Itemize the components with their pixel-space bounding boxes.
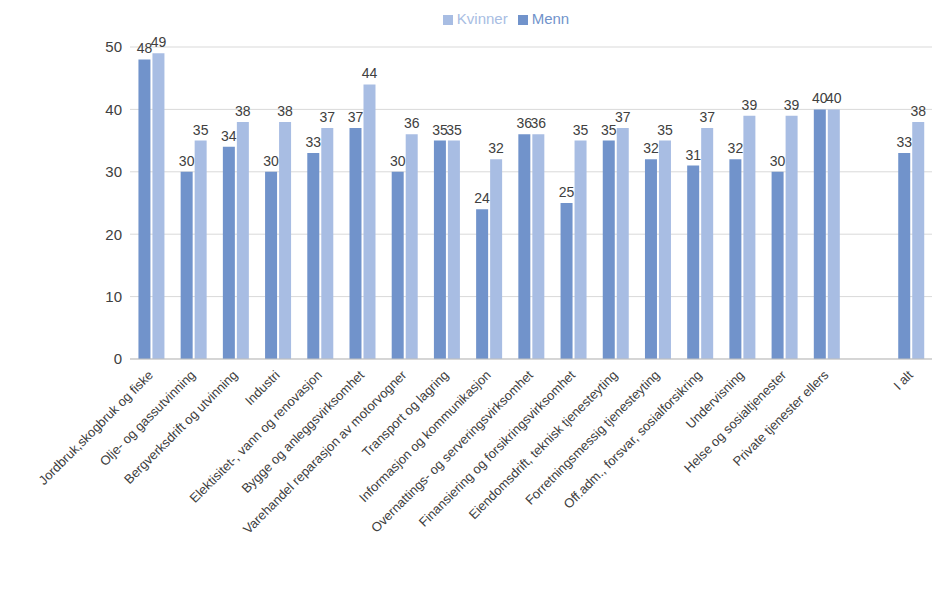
svg-text:24: 24 [474,190,490,206]
svg-text:Overnattings- og serveringsvir: Overnattings- og serveringsvirksomhet [368,367,536,535]
svg-text:36: 36 [404,115,420,131]
svg-text:36: 36 [531,115,547,131]
svg-text:Undervisning: Undervisning [682,367,747,432]
svg-text:36: 36 [516,115,533,132]
svg-text:25: 25 [559,184,575,200]
svg-text:32: 32 [728,140,744,156]
svg-text:Finansiering og forsikringsvir: Finansiering og forsikringsvirksomhet [416,367,579,530]
svg-text:Elektisitet-, vann og renovasj: Elektisitet-, vann og renovasjon [186,367,325,506]
svg-text:Eiendomsdrift, teknisk tjenest: Eiendomsdrift, teknisk tjenesteyting [466,367,621,522]
svg-text:35: 35 [657,122,673,138]
svg-text:35: 35 [193,122,209,138]
svg-text:Bergverksdrift og utvinning: Bergverksdrift og utvinning [121,367,241,487]
svg-text:Off.adm., forsvar, sosialforsi: Off.adm., forsvar, sosialforsikring [561,367,705,511]
svg-text:37: 37 [348,109,364,125]
svg-text:32: 32 [643,140,659,156]
svg-text:49: 49 [151,34,167,50]
svg-text:30: 30 [179,153,195,169]
svg-text:Helse og sosialtjenester: Helse og sosialtjenester [681,367,790,476]
svg-text:Bygge og anleggsvirksomhet: Bygge og anleggsvirksomhet [238,367,368,496]
svg-text:38: 38 [235,103,251,119]
svg-text:32: 32 [488,140,504,156]
svg-text:50: 50 [105,38,122,55]
svg-text:35: 35 [573,122,589,138]
svg-text:33: 33 [305,134,321,150]
svg-text:31: 31 [685,147,701,163]
svg-text:30: 30 [263,153,279,169]
svg-text:39: 39 [784,97,800,113]
svg-text:35: 35 [446,122,462,138]
svg-text:Informasjon og kommunikasjon: Informasjon og kommunikasjon [355,367,494,506]
svg-text:40: 40 [105,101,122,118]
svg-text:Forretningsmessig tjenesteytin: Forretningsmessig tjenesteyting [522,367,663,508]
svg-text:Varehandel reparasjon av motor: Varehandel reparasjon av motorvogner [240,367,410,537]
svg-text:Private tjenester ellers: Private tjenester ellers [730,367,832,469]
svg-text:35: 35 [601,121,617,138]
svg-text:20: 20 [105,226,122,243]
svg-text:35: 35 [432,121,448,138]
svg-text:38: 38 [277,103,293,119]
svg-text:I alt: I alt [890,367,916,393]
svg-text:37: 37 [699,109,715,125]
svg-text:34: 34 [221,128,237,144]
svg-text:Industri: Industri [242,367,283,408]
svg-text:Jordbruk,skogbruk og fiske: Jordbruk,skogbruk og fiske [35,367,157,488]
html-text:Menn: Menn [531,10,570,27]
svg-text:33: 33 [896,134,912,150]
svg-text:Olje- og gassutvinning: Olje- og gassutvinning [96,367,199,469]
svg-text:30: 30 [390,153,406,169]
html-text:Kvinner: Kvinner [456,10,508,27]
svg-text:37: 37 [615,109,631,125]
svg-text:10: 10 [105,288,122,305]
svg-text:39: 39 [742,97,758,113]
svg-text:38: 38 [910,103,926,119]
svg-text:40: 40 [812,90,828,107]
svg-text:30: 30 [770,153,786,169]
svg-text:40: 40 [826,90,842,106]
svg-text:30: 30 [105,163,122,180]
svg-text:48: 48 [136,40,153,57]
svg-text:37: 37 [319,109,335,125]
svg-text:0: 0 [114,350,122,367]
svg-text:Transport og lagring: Transport og lagring [359,367,452,460]
svg-text:44: 44 [362,65,378,81]
